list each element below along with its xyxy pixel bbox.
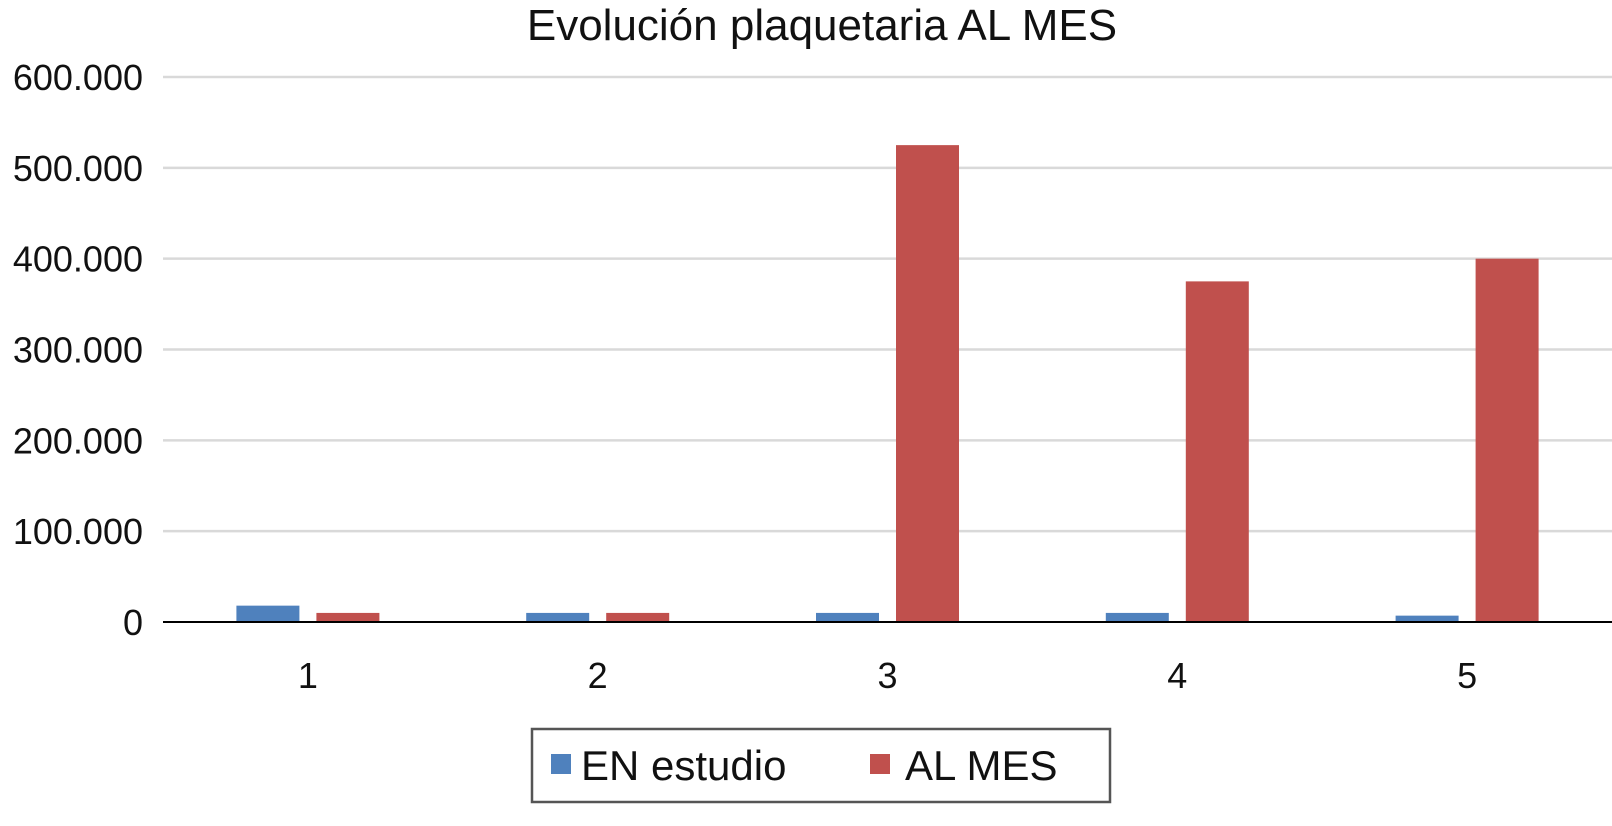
gridlines <box>163 75 1612 533</box>
x-tick-label: 5 <box>1457 655 1477 696</box>
legend-swatch-al-mes <box>870 754 890 774</box>
chart-title: Evolución plaquetaria AL MES <box>527 1 1117 50</box>
y-axis-tick-labels: 0 100.000 200.000 300.000 400.000 500.000 600.… <box>13 57 143 643</box>
bar-en-estudio-2 <box>526 612 590 622</box>
x-axis-tick-labels: 1 2 3 4 5 <box>298 655 1477 696</box>
x-tick-label: 2 <box>588 655 608 696</box>
bar-al-mes-1 <box>316 612 380 622</box>
y-tick-label: 300.000 <box>13 330 143 371</box>
y-tick-label: 400.000 <box>13 239 143 280</box>
legend: EN estudio AL MES <box>530 727 1112 804</box>
bars <box>236 145 1539 622</box>
x-tick-label: 4 <box>1167 655 1187 696</box>
bar-en-estudio-5 <box>1395 615 1459 622</box>
y-tick-label: 600.000 <box>13 57 143 98</box>
bar-al-mes-4 <box>1185 281 1249 622</box>
bar-al-mes-2 <box>606 612 670 622</box>
legend-box <box>530 727 1112 804</box>
bar-en-estudio-4 <box>1105 612 1169 622</box>
legend-swatch-en-estudio <box>551 754 571 774</box>
bar-en-estudio-1 <box>236 605 300 622</box>
y-tick-label: 0 <box>123 602 143 643</box>
y-tick-label: 100.000 <box>13 511 143 552</box>
x-tick-label: 3 <box>877 655 897 696</box>
legend-label-al-mes: AL MES <box>905 742 1058 789</box>
bar-en-estudio-3 <box>816 612 879 622</box>
bar-al-mes-5 <box>1475 258 1539 622</box>
bar-al-mes-3 <box>896 145 959 622</box>
x-tick-label: 1 <box>298 655 318 696</box>
y-tick-label: 500.000 <box>13 148 143 189</box>
y-tick-label: 200.000 <box>13 420 143 461</box>
legend-label-en-estudio: EN estudio <box>581 742 786 789</box>
